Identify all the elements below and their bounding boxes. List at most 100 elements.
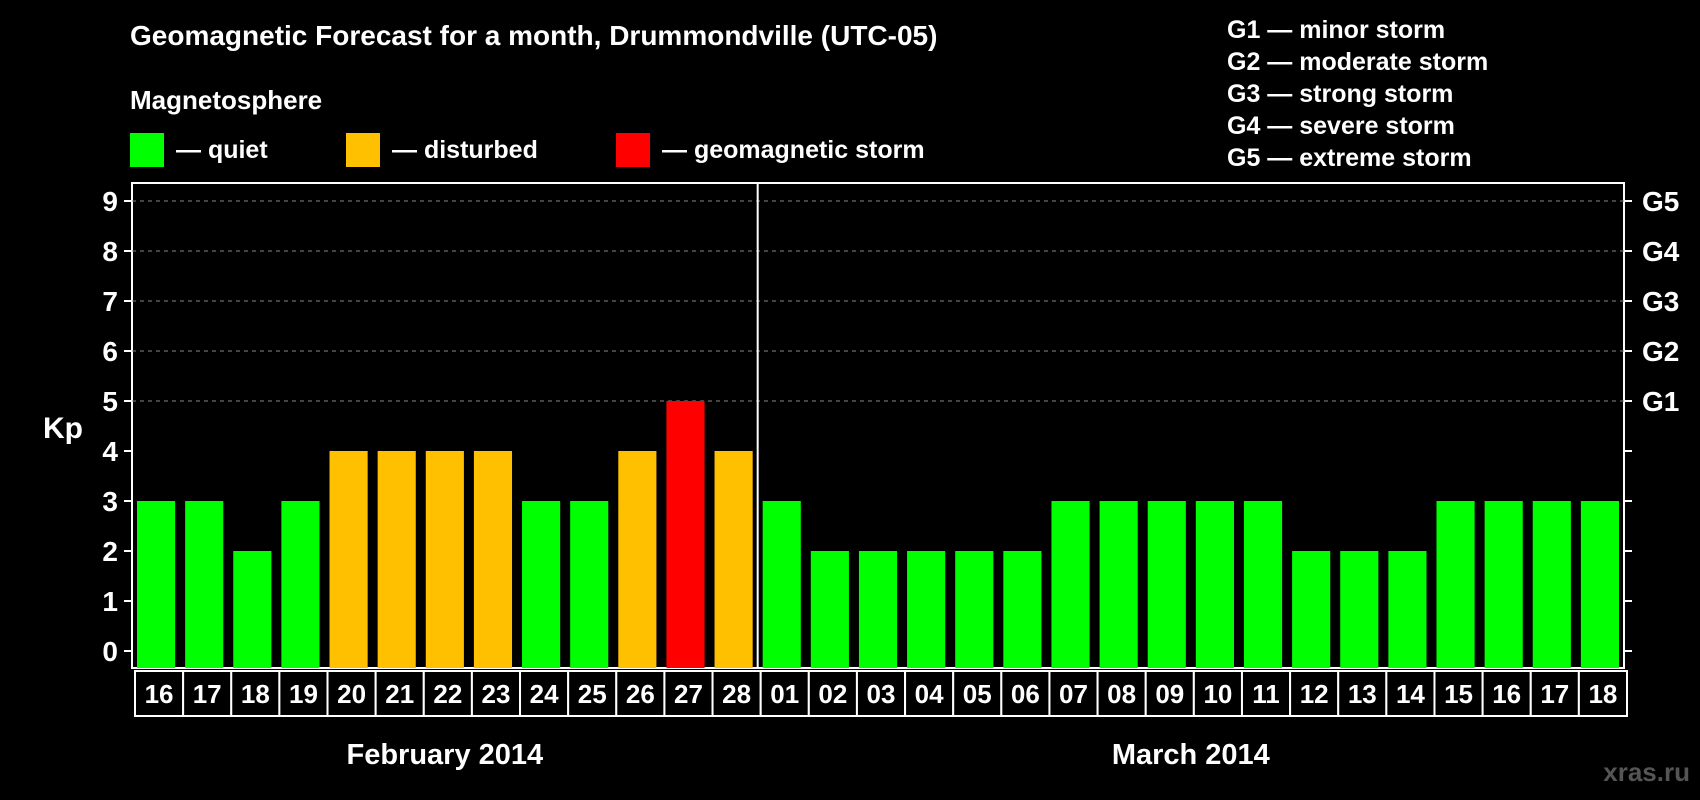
date-box (663, 670, 714, 717)
x-tick-label: 24 (530, 679, 559, 709)
magnetosphere-heading: Magnetosphere (130, 85, 323, 115)
storm-scale-g1: G1 — minor storm (1227, 16, 1446, 44)
x-tick-label: 02 (818, 679, 847, 709)
bar (1147, 501, 1186, 668)
bar (666, 401, 705, 668)
bar (1388, 551, 1427, 668)
bar (1340, 551, 1379, 668)
x-tick-label: 10 (1203, 679, 1232, 709)
date-box (374, 670, 425, 717)
bar (185, 501, 224, 668)
bar (1292, 551, 1331, 668)
x-tick-label: 18 (1588, 679, 1617, 709)
x-tick-label: 09 (1155, 679, 1184, 709)
x-tick-label: 27 (674, 679, 703, 709)
x-tick-label: 03 (867, 679, 896, 709)
x-tick-label: 05 (963, 679, 992, 709)
bar (137, 501, 176, 668)
legend-disturbed: — disturbed (346, 132, 538, 168)
x-tick-label: 23 (482, 679, 511, 709)
date-box (1240, 670, 1292, 717)
right-axis-label-g2: G2 (1642, 336, 1679, 367)
x-tick-label: 26 (626, 679, 655, 709)
date-box (1385, 670, 1436, 717)
date-box (182, 670, 233, 717)
x-tick-label: 20 (337, 679, 366, 709)
bar (1532, 501, 1571, 668)
right-axis-label-g1: G1 (1642, 386, 1679, 417)
x-tick-label: 13 (1348, 679, 1377, 709)
month-label-0: February 2014 (347, 739, 544, 771)
bar (1580, 501, 1619, 668)
date-box (422, 670, 473, 717)
y-tick-label: 5 (102, 386, 118, 417)
right-axis-label-g3: G3 (1642, 286, 1679, 317)
date-box (615, 670, 666, 717)
bar (329, 451, 368, 668)
storm-scale-g4: G4 — severe storm (1227, 112, 1455, 140)
x-tick-label: 07 (1059, 679, 1088, 709)
date-box (1337, 670, 1388, 717)
y-axis-label: Kp (43, 412, 83, 445)
bar (233, 551, 272, 668)
y-tick-label: 9 (102, 186, 118, 217)
bar (1099, 501, 1138, 668)
storm-scale-g2: G2 — moderate storm (1227, 48, 1489, 76)
bar (1051, 501, 1090, 668)
storm-scale-g5: G5 — extreme storm (1227, 144, 1472, 172)
right-axis-label-g4: G4 (1642, 236, 1680, 267)
bar (810, 551, 849, 668)
y-tick-label: 4 (102, 436, 118, 467)
legend-disturbed-label: — disturbed (392, 135, 538, 164)
date-box (1048, 670, 1099, 717)
legend-storm-label: — geomagnetic storm (662, 135, 925, 164)
y-tick-label: 0 (102, 636, 118, 667)
x-tick-label: 17 (193, 679, 222, 709)
legend-quiet-swatch (130, 133, 164, 167)
x-tick-label: 18 (241, 679, 270, 709)
y-tick-label: 8 (102, 236, 118, 267)
date-box (807, 670, 858, 717)
bar (1436, 501, 1475, 668)
x-tick-label: 19 (289, 679, 318, 709)
date-box (1481, 670, 1532, 717)
legend-storm-swatch (616, 133, 650, 167)
x-tick-label: 04 (915, 679, 944, 709)
y-tick-label: 2 (102, 536, 118, 567)
date-box (759, 670, 810, 717)
bar (858, 551, 898, 668)
legend-quiet: — quiet (130, 132, 268, 168)
x-tick-label: 11 (1252, 679, 1280, 709)
x-tick-label: 16 (145, 679, 174, 709)
x-tick-label: 08 (1107, 679, 1136, 709)
bar (1484, 501, 1523, 668)
date-box (230, 670, 281, 717)
y-tick-label: 1 (102, 586, 118, 617)
date-box (278, 670, 329, 717)
x-tick-label: 01 (770, 679, 799, 709)
date-box (1433, 670, 1484, 717)
bar (1195, 501, 1234, 668)
bar (955, 551, 994, 668)
x-tick-label: 16 (1492, 679, 1521, 709)
bar (473, 451, 513, 668)
bar (907, 551, 946, 668)
bar (1243, 501, 1283, 668)
bar (762, 501, 801, 668)
date-box (855, 670, 907, 717)
y-tick-label: 3 (102, 486, 118, 517)
bar (425, 451, 464, 668)
bar (1003, 551, 1042, 668)
legend-quiet-label: — quiet (176, 135, 268, 164)
chart-title: Geomagnetic Forecast for a month, Drummo… (130, 20, 938, 51)
legend-storm: — geomagnetic storm (616, 132, 925, 168)
x-tick-label: 14 (1396, 679, 1425, 709)
x-tick-label: 15 (1444, 679, 1473, 709)
y-tick-label: 7 (102, 286, 118, 317)
right-axis-label-g5: G5 (1642, 186, 1679, 217)
x-tick-label: 25 (578, 679, 607, 709)
x-tick-label: 06 (1011, 679, 1040, 709)
date-box (326, 670, 377, 717)
bar (281, 501, 320, 668)
